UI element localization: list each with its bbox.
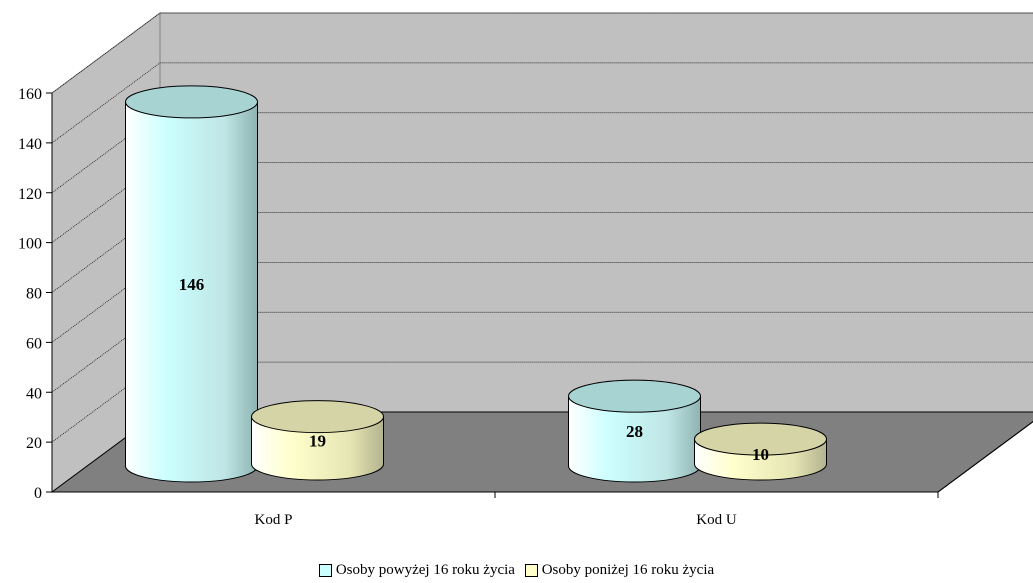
gridline xyxy=(51,12,1033,94)
y-tick-label: 20 xyxy=(26,435,42,452)
cylinder-top xyxy=(251,400,384,434)
bars: 146 19 28 10 xyxy=(125,85,827,483)
data-label: 146 xyxy=(179,275,205,294)
y-tick-label: 100 xyxy=(18,236,42,253)
legend-swatch-series-2 xyxy=(524,564,538,577)
y-tick-labels: 0 20 40 60 80 100 120 140 160 xyxy=(18,86,52,502)
cylinder-top xyxy=(568,379,701,413)
legend-item-series-1: Osoby powyżej 16 roku życia xyxy=(318,562,515,579)
legend-label-series-1: Osoby powyżej 16 roku życia xyxy=(335,562,515,578)
y-tick-label: 0 xyxy=(34,485,42,502)
legend-item-series-2: Osoby poniżej 16 roku życia xyxy=(524,562,715,579)
data-label: 19 xyxy=(309,431,326,450)
category-label: Kod U xyxy=(696,512,737,528)
legend: Osoby powyżej 16 roku życia Osoby poniże… xyxy=(0,562,1033,582)
cylinder-body xyxy=(251,416,384,481)
cylinder-top xyxy=(125,85,258,119)
legend-label-series-2: Osoby poniżej 16 roku życia xyxy=(541,562,715,578)
y-tick-label: 60 xyxy=(26,335,42,352)
gridline xyxy=(51,62,1033,144)
bar-1-0: 28 xyxy=(568,379,701,483)
floor-edge xyxy=(937,421,1033,493)
bar-1-1: 10 xyxy=(694,422,827,481)
category-labels: Kod P Kod U xyxy=(255,492,939,528)
y-tick-label: 160 xyxy=(18,86,42,103)
y-tick-label: 140 xyxy=(18,136,42,153)
category-label: Kod P xyxy=(255,512,293,528)
y-tick-label: 120 xyxy=(18,186,42,203)
cylinder-body xyxy=(125,101,258,483)
bar-0-1: 19 xyxy=(251,400,384,481)
y-tick-label: 40 xyxy=(26,385,42,402)
bar-0-0: 146 xyxy=(125,85,258,483)
legend-swatch-series-1 xyxy=(318,564,332,577)
data-label: 10 xyxy=(752,445,769,464)
cylinder-top xyxy=(694,422,827,456)
data-label: 28 xyxy=(626,422,643,441)
y-tick-label: 80 xyxy=(26,286,42,303)
cylinder-body xyxy=(568,395,701,483)
